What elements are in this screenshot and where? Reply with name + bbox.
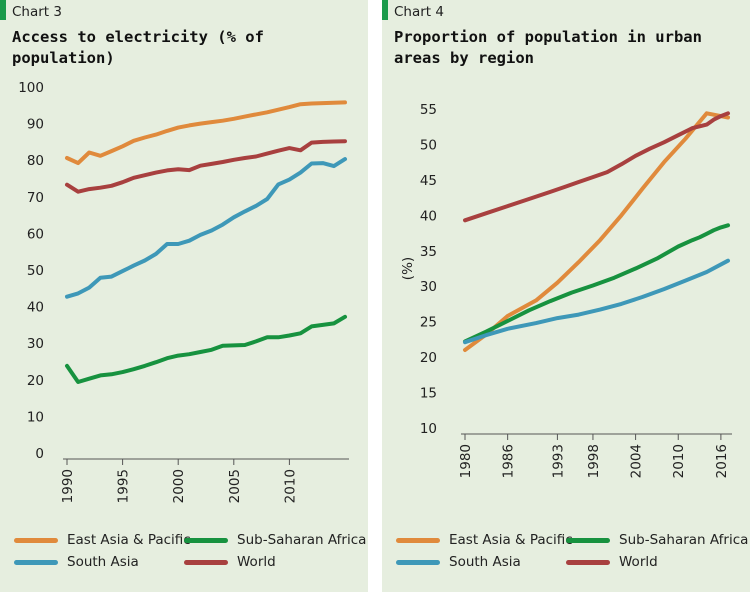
legend-swatch <box>14 560 58 565</box>
chart-panel-urban-population: Chart 4 Proportion of population in urba… <box>382 0 750 592</box>
electricity-line-chart: 0 10 20 30 40 50 60 70 80 90 100 1990 1995 2000 2005 20… <box>18 80 349 503</box>
x-tick-label: 2000 <box>171 469 187 503</box>
y-tick-label: 40 <box>420 208 437 224</box>
y-tick-label: 100 <box>18 80 44 96</box>
y-tick-label: 20 <box>27 373 44 389</box>
series-line-sub-saharan-africa <box>463 223 730 344</box>
legend-swatch <box>396 560 440 565</box>
series-line-south-asia <box>463 258 730 345</box>
y-tick-label: 30 <box>420 279 437 295</box>
legend-label: East Asia & Pacific <box>449 532 573 548</box>
legend-label: South Asia <box>67 554 139 570</box>
chart-tab-marker <box>382 0 388 20</box>
legend-label: East Asia & Pacific <box>67 532 191 548</box>
legend-swatch <box>184 538 228 543</box>
series-line-sub-saharan-africa <box>65 314 347 384</box>
legend-swatch <box>566 538 610 543</box>
legend-label: Sub-Saharan Africa <box>619 532 749 548</box>
legend-label: World <box>619 554 658 570</box>
y-tick-label: 60 <box>27 226 44 242</box>
legend-label: Sub-Saharan Africa <box>237 532 367 548</box>
x-tick-label: 2005 <box>227 469 243 503</box>
y-tick-label: 15 <box>420 386 437 402</box>
series-line-world <box>463 111 730 223</box>
legend-swatch <box>566 560 610 565</box>
chart-title: Proportion of population in urban areas … <box>394 28 702 67</box>
x-tick-label: 1980 <box>458 444 474 478</box>
y-tick-label: 55 <box>420 102 437 118</box>
y-tick-label: 40 <box>27 300 44 316</box>
legend-label: World <box>237 554 276 570</box>
y-tick-label: 30 <box>27 336 44 352</box>
x-tick-label: 1993 <box>550 444 566 478</box>
legend-swatch <box>396 538 440 543</box>
legend-label: South Asia <box>449 554 521 570</box>
y-tick-label: 70 <box>27 190 44 206</box>
legend-swatch <box>184 560 228 565</box>
x-tick-label: 1990 <box>60 469 76 503</box>
y-tick-label: 35 <box>420 244 437 260</box>
y-tick-label: 25 <box>420 315 437 331</box>
chart-number: Chart 3 <box>12 4 62 20</box>
y-tick-label: 45 <box>420 173 437 189</box>
x-tick-label: 2004 <box>629 444 645 478</box>
y-tick-label: 10 <box>420 421 437 437</box>
y-tick-label: 90 <box>27 117 44 133</box>
series-line-world <box>65 139 347 194</box>
y-tick-label: 20 <box>420 350 437 366</box>
y-tick-label: 80 <box>27 153 44 169</box>
urban-population-line-chart: 10 15 20 25 30 35 40 45 50 55 1980 1986 1993 1998 2004… <box>400 102 732 478</box>
legend-swatch <box>14 538 58 543</box>
x-tick-label: 1995 <box>116 469 132 503</box>
x-tick-label: 1986 <box>501 444 517 478</box>
chart-number: Chart 4 <box>394 4 444 20</box>
series-line-east-asia-pacific <box>463 111 730 352</box>
series-line-east-asia-pacific <box>65 100 347 166</box>
x-tick-label: 2016 <box>714 444 730 478</box>
chart-panel-electricity: Chart 3 Access to electricity (% of popu… <box>0 0 368 592</box>
x-tick-label: 1998 <box>586 444 602 478</box>
y-tick-label: 50 <box>420 137 437 153</box>
series-line-south-asia <box>65 157 347 299</box>
x-tick-label: 2010 <box>282 469 298 503</box>
y-tick-label: 0 <box>35 446 44 462</box>
y-tick-label: 10 <box>27 409 44 425</box>
y-axis-label: (%) <box>400 257 416 280</box>
chart-title: Access to electricity (% of population) <box>12 28 264 67</box>
y-tick-label: 50 <box>27 263 44 279</box>
x-tick-label: 2010 <box>671 444 687 478</box>
chart-tab-marker <box>0 0 6 20</box>
